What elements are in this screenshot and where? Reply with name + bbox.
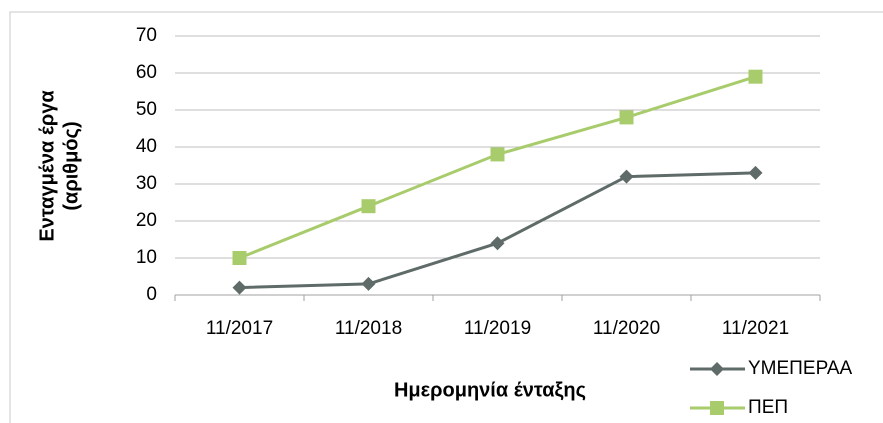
series-line <box>239 171 756 290</box>
y-tick-label: 30 <box>136 173 157 194</box>
y-tick-label: 20 <box>136 210 157 231</box>
marker <box>490 236 505 251</box>
legend-label: ΥΜΕΠΕΡΑΑ <box>748 358 853 379</box>
y-axis-title-line: Ενταγμένα έργα <box>36 90 58 242</box>
series-line <box>238 75 756 260</box>
marker <box>361 276 376 291</box>
legend-marker <box>710 401 724 415</box>
x-tick-label: 11/2017 <box>206 318 273 339</box>
y-axis-title: Ενταγμένα έργα (αριθμός) <box>36 90 82 242</box>
y-axis-title-line: (αριθμός) <box>60 121 82 210</box>
y-tick-label: 0 <box>146 284 157 305</box>
x-tick-label: 11/2021 <box>722 318 789 339</box>
y-tick-label: 60 <box>136 62 157 83</box>
marker <box>232 280 247 295</box>
legend-marker <box>710 362 724 376</box>
x-axis-title: Ημερομηνία ένταξης <box>394 379 586 401</box>
x-tick-label: 11/2019 <box>464 318 531 339</box>
legend-label: ΠΕΠ <box>748 397 788 418</box>
x-tick-label: 11/2020 <box>593 318 660 339</box>
chart-border <box>9 11 883 423</box>
y-tick-label: 50 <box>136 99 157 120</box>
x-tick-label: 11/2018 <box>335 318 402 339</box>
marker <box>748 165 763 180</box>
marker <box>748 69 763 84</box>
marker <box>490 147 505 162</box>
y-tick-label: 40 <box>136 136 157 157</box>
marker <box>619 169 634 184</box>
marker <box>232 251 247 265</box>
y-tick-label: 10 <box>136 247 157 268</box>
y-tick-label: 70 <box>136 25 157 46</box>
marker <box>619 110 634 125</box>
marker <box>361 199 376 214</box>
